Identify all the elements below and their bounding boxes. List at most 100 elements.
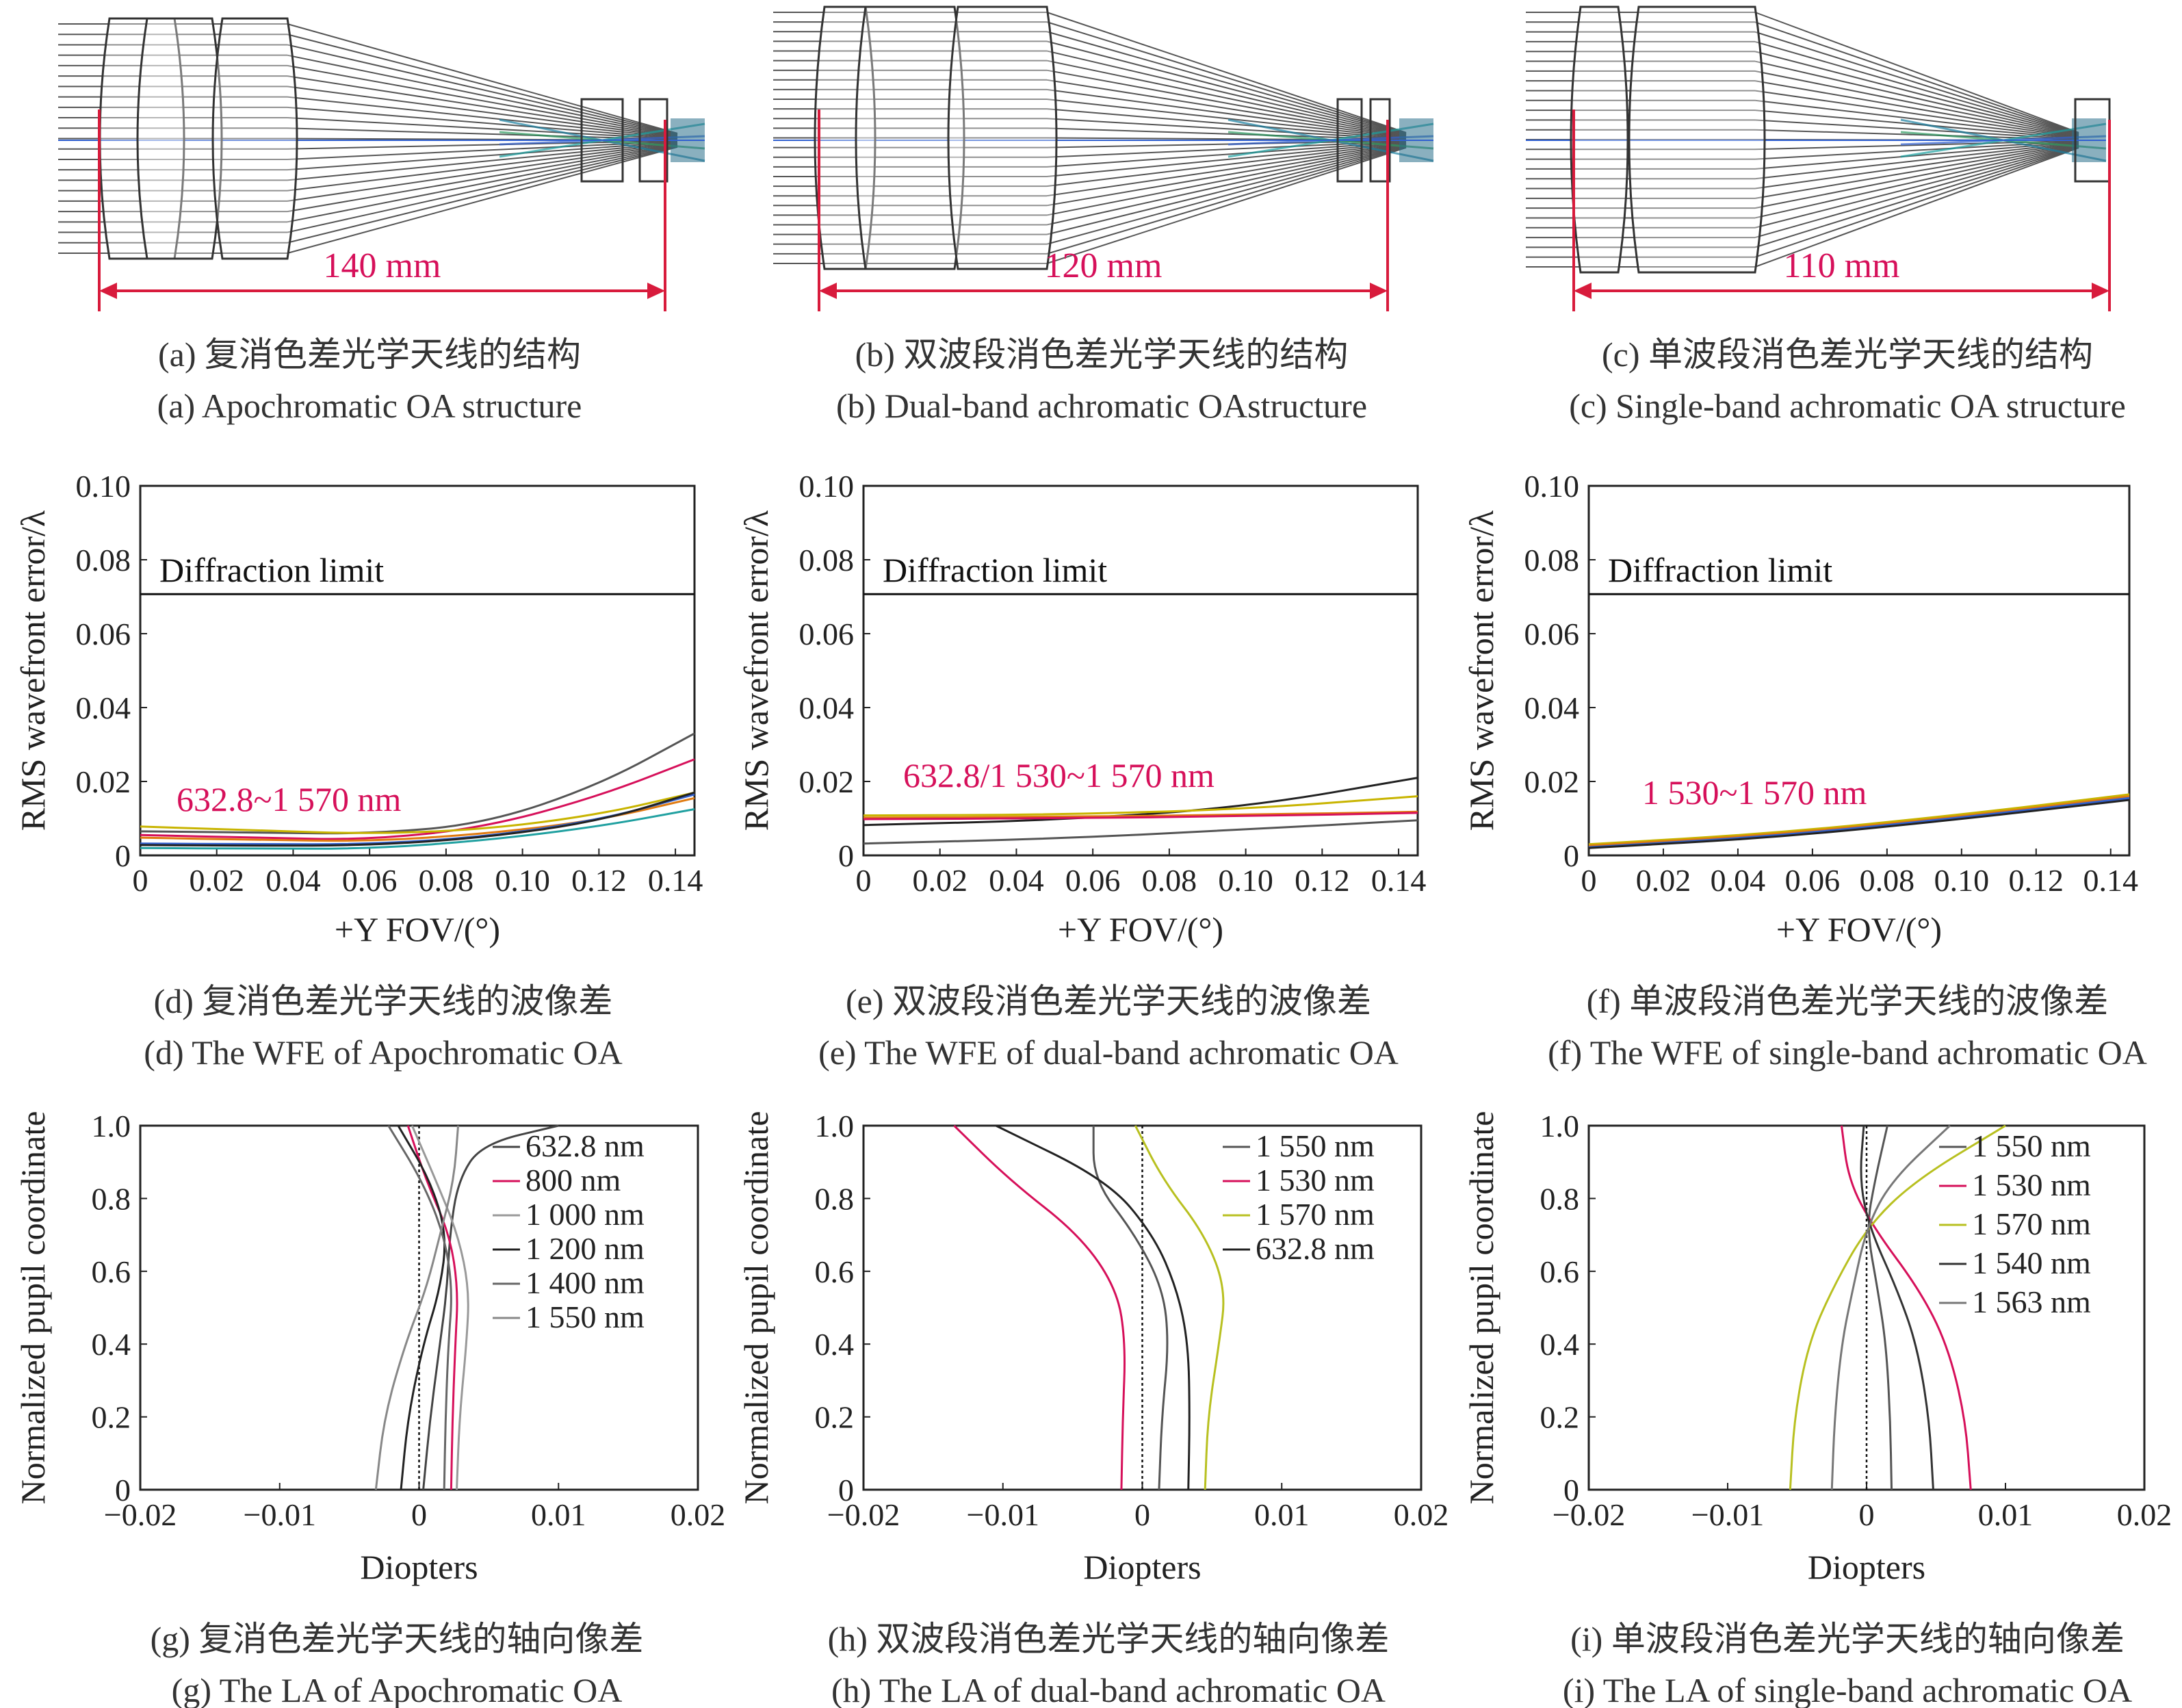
converging-ray bbox=[1754, 141, 2079, 170]
y-tick-label: 1.0 bbox=[815, 1109, 855, 1143]
converging-ray bbox=[1754, 142, 2079, 190]
eyepiece-lens bbox=[580, 98, 624, 183]
lens-element bbox=[855, 5, 965, 270]
converging-ray bbox=[287, 144, 678, 213]
x-tick-label: 0.10 bbox=[1218, 863, 1273, 898]
y-tick-label: 0.10 bbox=[1524, 469, 1580, 504]
caption-cn: (a) 复消色差光学天线的结构 bbox=[158, 335, 581, 374]
converging-ray bbox=[1046, 146, 1407, 245]
eyepiece-lens bbox=[1369, 98, 1391, 183]
plot-frame bbox=[139, 484, 696, 857]
y-tick-label: 0.02 bbox=[799, 764, 855, 799]
legend-label: 1 530 nm bbox=[1256, 1163, 1375, 1198]
caption-en: (f) The WFE of single-band achromatic OA bbox=[1548, 1033, 2147, 1072]
x-tick-label: −0.02 bbox=[827, 1497, 900, 1532]
y-tick-label: 0.08 bbox=[1524, 543, 1580, 578]
wavelength-annotation: 632.8~1 570 nm bbox=[177, 780, 402, 818]
converging-ray bbox=[1754, 109, 2079, 140]
x-tick-label: −0.01 bbox=[967, 1497, 1039, 1532]
y-axis-label: Normalized pupil coordinate bbox=[1462, 1111, 1501, 1505]
x-tick-label: 0 bbox=[856, 863, 872, 898]
caption-en: (h) The LA of dual-band achromatic OA bbox=[831, 1671, 1386, 1708]
caption-cn: (f) 单波段消色差光学天线的波像差 bbox=[1587, 982, 2108, 1020]
converging-ray bbox=[1046, 142, 1407, 187]
wavelength-annotation: 1 530~1 570 nm bbox=[1642, 773, 1867, 812]
converging-ray bbox=[287, 75, 678, 138]
series-line-4 bbox=[863, 812, 1418, 820]
series-line-5 bbox=[387, 1125, 452, 1490]
y-axis-label: Normalized pupil coordinate bbox=[14, 1111, 52, 1505]
caption-cn: (i) 单波段消色差光学天线的轴向像差 bbox=[1570, 1620, 2125, 1658]
converging-ray bbox=[287, 64, 678, 137]
y-axis-label: RMS wavefront error/λ bbox=[14, 510, 52, 831]
y-tick-label: 0.04 bbox=[799, 690, 855, 725]
x-tick-label: 0.12 bbox=[1295, 863, 1350, 898]
legend-label: 800 nm bbox=[525, 1163, 621, 1198]
series-line-1 bbox=[1588, 793, 2130, 846]
legend-label: 1 570 nm bbox=[1256, 1197, 1375, 1232]
converging-ray bbox=[287, 34, 678, 135]
lens-element bbox=[947, 5, 1058, 270]
lens-element bbox=[211, 17, 298, 260]
legend-label: 1 550 nm bbox=[525, 1299, 645, 1334]
converging-ray bbox=[287, 144, 678, 223]
chart-panel-e: 0 0.02 0.04 0.06 0.08 0.10 0.12 0.14 0 0.02 0.04 0.… bbox=[737, 469, 1426, 1072]
x-tick-label: 0.14 bbox=[1371, 863, 1427, 898]
chart-panel-f: 0 0.02 0.04 0.06 0.08 0.10 0.12 0.14 0 0.02 0.04 0.… bbox=[1462, 469, 2147, 1072]
x-tick-label: −0.01 bbox=[1691, 1497, 1764, 1532]
x-tick-label: 0 bbox=[1134, 1497, 1150, 1532]
x-tick-label: 0.14 bbox=[2083, 863, 2139, 898]
x-tick-label: 0.08 bbox=[1860, 863, 1915, 898]
caption-cn: (h) 双波段消色差光学天线的轴向像差 bbox=[828, 1620, 1390, 1658]
y-tick-label: 0.6 bbox=[815, 1254, 855, 1289]
converging-ray bbox=[1754, 146, 2079, 258]
x-tick-label: 0.06 bbox=[1065, 863, 1121, 898]
converging-ray bbox=[287, 140, 678, 160]
x-tick-label: 0.12 bbox=[2009, 863, 2064, 898]
y-tick-label: 0 bbox=[838, 838, 854, 873]
eyepiece-lens bbox=[1336, 98, 1363, 183]
caption-en: (e) The WFE of dual-band achromatic OA bbox=[818, 1033, 1399, 1072]
converging-ray bbox=[1046, 69, 1407, 137]
converging-ray bbox=[1046, 40, 1407, 135]
y-axis-label: RMS wavefront error/λ bbox=[737, 510, 775, 831]
ray-bundle bbox=[1526, 12, 2079, 268]
chart-panel-d: 0 0.02 0.04 0.06 0.08 0.10 0.12 0.14 0 0.02 0.04 0.… bbox=[14, 469, 703, 1072]
x-axis-label: +Y FOV/(°) bbox=[1776, 910, 1942, 948]
dimension-arrow-right bbox=[647, 283, 665, 299]
x-axis-label: Diopters bbox=[360, 1548, 478, 1586]
series-line-1 bbox=[1092, 1126, 1169, 1490]
converging-ray bbox=[1754, 80, 2079, 138]
y-tick-label: 0.6 bbox=[92, 1254, 131, 1289]
diffraction-limit-label: Diffraction limit bbox=[883, 551, 1107, 589]
series-line-6 bbox=[140, 808, 695, 850]
y-tick-label: 0.04 bbox=[1524, 690, 1580, 725]
lens-element bbox=[1570, 5, 1629, 274]
plot-frame bbox=[1587, 484, 2131, 857]
converging-ray bbox=[1046, 143, 1407, 207]
converging-ray bbox=[1754, 21, 2079, 134]
converging-ray bbox=[1046, 145, 1407, 235]
lens-element bbox=[1628, 5, 1766, 274]
y-tick-label: 0.04 bbox=[76, 690, 131, 725]
x-tick-label: 0.02 bbox=[2117, 1497, 2172, 1532]
x-tick-label: 0.14 bbox=[648, 863, 703, 898]
converging-ray bbox=[287, 23, 678, 134]
caption-cn: (e) 双波段消色差光学天线的波像差 bbox=[846, 982, 1371, 1020]
y-tick-label: 0.4 bbox=[1540, 1327, 1580, 1362]
converging-ray bbox=[1754, 40, 2079, 135]
y-tick-label: 1.0 bbox=[1540, 1109, 1580, 1143]
y-tick-label: 0.4 bbox=[815, 1327, 855, 1362]
converging-ray bbox=[1754, 142, 2079, 180]
x-tick-label: 0.01 bbox=[531, 1497, 586, 1532]
y-tick-label: 0.2 bbox=[1540, 1400, 1580, 1435]
x-axis-label: +Y FOV/(°) bbox=[1058, 910, 1223, 948]
x-axis-label: +Y FOV/(°) bbox=[335, 910, 500, 948]
converging-ray bbox=[1754, 90, 2079, 138]
y-tick-label: 0.8 bbox=[815, 1181, 855, 1216]
x-tick-label: 0.08 bbox=[1142, 863, 1197, 898]
y-axis-label: Normalized pupil coordinate bbox=[737, 1111, 775, 1505]
y-tick-label: 0.06 bbox=[76, 617, 131, 651]
converging-ray bbox=[1754, 143, 2079, 199]
structure-diagram-b: 120 mm (b) 双波段消色差光学天线的结构 (b) Dual-band ach… bbox=[773, 5, 1434, 425]
